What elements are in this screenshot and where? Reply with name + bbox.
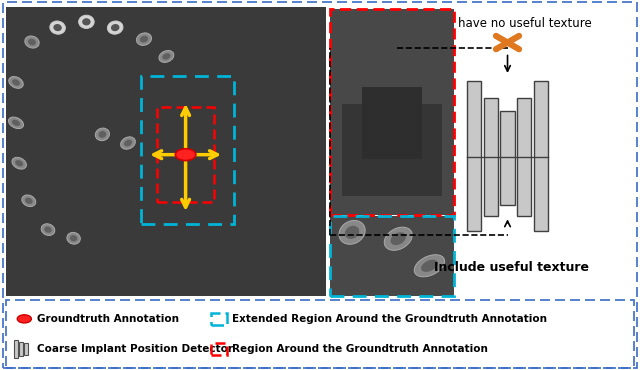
Text: Include useful texture: Include useful texture bbox=[435, 261, 589, 274]
Ellipse shape bbox=[390, 232, 406, 245]
Ellipse shape bbox=[8, 117, 24, 129]
Text: Groundtruth Annotation: Groundtruth Annotation bbox=[37, 314, 179, 324]
Bar bbox=[484, 98, 498, 216]
Ellipse shape bbox=[95, 128, 109, 141]
Ellipse shape bbox=[44, 226, 52, 233]
Ellipse shape bbox=[53, 24, 62, 31]
Ellipse shape bbox=[339, 221, 365, 244]
Ellipse shape bbox=[140, 36, 148, 43]
Ellipse shape bbox=[25, 36, 39, 48]
Bar bbox=[6, 300, 634, 368]
Ellipse shape bbox=[9, 77, 23, 88]
Bar bbox=[534, 81, 548, 231]
Ellipse shape bbox=[67, 232, 81, 244]
Bar bbox=[24, 343, 28, 354]
Ellipse shape bbox=[421, 260, 438, 272]
Bar bbox=[362, 87, 422, 159]
Bar bbox=[500, 111, 515, 205]
Ellipse shape bbox=[70, 235, 77, 242]
Ellipse shape bbox=[22, 195, 36, 206]
Ellipse shape bbox=[28, 39, 36, 46]
Ellipse shape bbox=[15, 160, 23, 166]
Ellipse shape bbox=[79, 15, 94, 28]
Bar bbox=[342, 104, 442, 196]
Ellipse shape bbox=[163, 53, 170, 60]
Bar bbox=[517, 98, 531, 216]
Bar bbox=[211, 343, 227, 355]
Ellipse shape bbox=[159, 51, 174, 63]
Text: have no useful texture: have no useful texture bbox=[458, 17, 591, 30]
Bar bbox=[6, 7, 326, 296]
Ellipse shape bbox=[108, 21, 123, 34]
Bar bbox=[330, 9, 454, 215]
Ellipse shape bbox=[384, 227, 412, 250]
Bar bbox=[330, 216, 454, 296]
Bar bbox=[330, 216, 454, 296]
Ellipse shape bbox=[41, 224, 55, 235]
Text: Coarse Implant Position Detector: Coarse Implant Position Detector bbox=[37, 344, 233, 354]
Circle shape bbox=[17, 315, 31, 323]
Ellipse shape bbox=[345, 226, 359, 239]
Ellipse shape bbox=[25, 198, 33, 204]
Bar bbox=[19, 342, 23, 356]
Text: Extended Region Around the Groundtruth Annotation: Extended Region Around the Groundtruth A… bbox=[232, 314, 547, 324]
Bar bbox=[157, 107, 214, 202]
Ellipse shape bbox=[82, 18, 91, 26]
Bar bbox=[141, 76, 234, 224]
Bar bbox=[6, 300, 634, 368]
Circle shape bbox=[175, 149, 196, 161]
Ellipse shape bbox=[414, 255, 445, 277]
Bar bbox=[211, 313, 227, 325]
Ellipse shape bbox=[99, 131, 106, 138]
Bar bbox=[330, 9, 454, 215]
Ellipse shape bbox=[50, 21, 65, 34]
Ellipse shape bbox=[120, 137, 136, 149]
Bar bbox=[467, 81, 481, 231]
Text: Region Around the Groundtruth Annotation: Region Around the Groundtruth Annotation bbox=[232, 344, 488, 354]
Ellipse shape bbox=[111, 24, 120, 31]
Ellipse shape bbox=[124, 139, 132, 147]
Ellipse shape bbox=[12, 157, 26, 169]
Ellipse shape bbox=[12, 120, 20, 126]
Bar bbox=[14, 340, 18, 358]
Ellipse shape bbox=[12, 79, 20, 85]
Ellipse shape bbox=[136, 33, 152, 46]
